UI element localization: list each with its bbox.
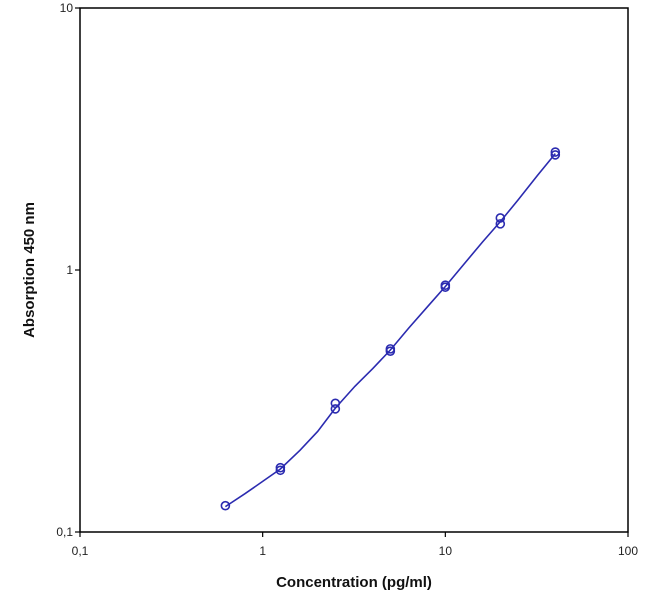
data-point <box>550 150 561 160</box>
x-axis-title: Concentration (pg/ml) <box>276 574 432 591</box>
y-axis-ticks: 0,1 1 10 <box>56 1 80 539</box>
data-point <box>220 500 231 511</box>
data-point <box>495 219 506 229</box>
data-point <box>550 147 561 157</box>
y-tick-label: 10 <box>60 1 74 15</box>
x-axis-ticks: 0,1 1 10 100 <box>72 532 638 558</box>
x-tick-label: 1 <box>259 544 266 558</box>
x-tick-label: 10 <box>439 544 453 558</box>
y-tick-label: 1 <box>66 263 73 277</box>
data-points <box>220 147 561 511</box>
data-point <box>330 398 341 409</box>
y-axis-title: Absorption 450 nm <box>21 202 38 338</box>
y-tick-label: 0,1 <box>56 525 73 539</box>
data-point <box>495 213 506 223</box>
data-point <box>385 344 396 354</box>
data-point <box>275 462 286 473</box>
x-tick-label: 0,1 <box>72 544 89 558</box>
plot-area <box>79 7 629 533</box>
data-point <box>330 404 341 414</box>
x-tick-label: 100 <box>618 544 638 558</box>
data-point <box>440 280 451 290</box>
